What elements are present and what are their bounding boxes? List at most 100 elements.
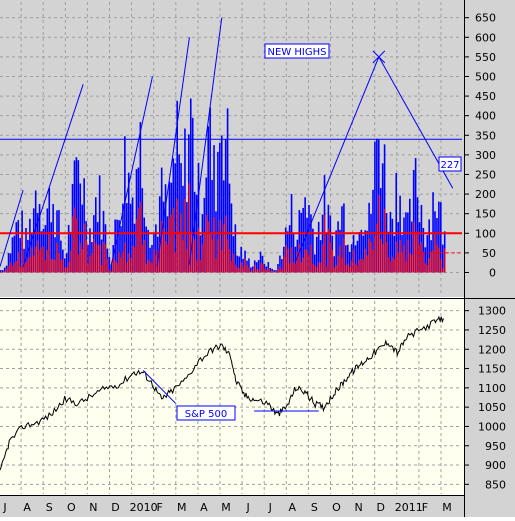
new-highs-bar-red [419,244,421,273]
new-highs-bar-red [155,255,157,273]
new-highs-bar-blue [145,226,147,273]
x-tick-label: A [289,501,297,514]
top-y-tick-label: 400 [475,110,496,123]
new-highs-bar-red [277,268,279,273]
new-highs-bar-red [66,267,68,273]
new-highs-bar-blue [414,158,417,273]
new-highs-bar-red [139,201,142,273]
new-highs-bar-red [112,256,115,273]
new-highs-bar-blue [350,244,353,273]
new-highs-bar-red [422,251,425,273]
new-highs-bar-red [19,266,21,273]
new-highs-bar-red [205,215,208,273]
new-highs-bar-blue [372,189,374,273]
new-highs-bar-red [236,267,239,273]
new-highs-bar-red [221,250,223,273]
new-highs-bar-red [44,259,47,273]
new-highs-bar-blue [94,197,97,273]
new-highs-bar-red [52,259,54,273]
new-highs-bar-red [141,244,144,273]
new-highs-bar-blue [267,261,270,273]
new-highs-bar-red [54,259,56,273]
new-highs-bar-blue [374,141,376,273]
bottom-y-tick-label: 1000 [478,420,506,433]
x-tick-label: F [422,501,428,514]
new-highs-bar-blue [160,167,163,273]
new-highs-bar-red [126,262,128,273]
new-highs-bar-blue [315,236,318,273]
new-highs-bar-red [72,216,74,273]
x-tick-label: S [311,501,318,514]
top-y-tick-label: 500 [475,70,496,83]
new-highs-bar-red [147,259,149,273]
new-highs-bar-red [359,259,361,273]
new-highs-bar-red [196,259,198,273]
new-highs-bar-red [269,271,272,273]
new-highs-bar-red [335,264,337,273]
new-highs-trendlines [0,17,454,267]
new-highs-bar-blue [44,225,47,273]
new-highs-bar-blue [60,240,62,273]
top-y-tick-label: 250 [475,168,496,181]
new-highs-bar-red [62,259,64,273]
new-highs-bar-red [110,271,113,273]
new-highs-bar-red [444,248,446,273]
new-highs-bar-blue [248,258,250,273]
top-y-tick-label: 550 [475,51,496,64]
new-highs-bar-blue [197,162,200,273]
new-highs-bar-blue [27,239,29,273]
new-highs-bar-blue [98,175,101,273]
new-highs-bar-red [260,262,262,273]
new-highs-bar-red [70,250,72,273]
new-highs-bar-red [87,263,89,273]
sp500-trendlines [142,370,319,412]
new-highs-bar-blue [46,208,49,273]
new-highs-bar-red [60,259,62,273]
x-tick-label: A [23,501,31,514]
new-highs-bar-red [267,267,270,273]
new-highs-bar-red [105,244,107,273]
value-227-label: 227 [440,160,459,171]
new-highs-bar-blue [366,230,368,273]
new-highs-bar-red [413,221,415,273]
new-highs-bar-red [281,269,283,273]
new-highs-bar-blue [178,154,180,273]
new-highs-bar-blue [217,151,219,273]
new-highs-bar-red [159,242,161,273]
new-highs-bar-red [132,245,134,273]
new-highs-bar-blue [255,262,258,273]
new-highs-bar-red [107,258,109,273]
new-highs-bar-red [265,269,268,273]
new-highs-bar-red [295,264,297,273]
new-highs-bar-red [151,263,153,273]
new-highs-bar-red [308,255,310,273]
sp500-label: S&P 500 [185,409,227,420]
new-highs-bar-blue [358,231,361,273]
new-highs-bar-red [393,258,396,273]
new-highs-bar-blue [63,258,66,273]
new-highs-bar-red [207,221,210,273]
new-highs-bar-red [300,261,303,273]
new-highs-bar-blue [50,222,52,273]
new-highs-bar-red [296,251,299,273]
new-highs-bar-red [122,251,124,273]
top-y-tick-label: 150 [475,208,496,221]
new-highs-bar-blue [395,172,398,273]
new-highs-bar-red [436,244,438,273]
top-y-tick-label: 200 [475,188,496,201]
new-highs-bar-red [326,266,328,273]
new-highs-bar-blue [182,185,184,273]
bottom-y-tick-label: 1200 [478,343,506,356]
new-highs-bar-blue [410,221,413,273]
new-highs-bar-blue [23,248,25,273]
new-highs-bar-red [217,239,219,273]
new-highs-bar-red [362,259,365,273]
new-highs-bar-red [411,255,413,273]
new-highs-bar-blue [387,231,390,273]
new-highs-bar-blue [441,244,444,273]
new-highs-trendline [295,56,380,261]
x-tick-label: M [221,501,231,514]
new-highs-bar-red [170,214,173,273]
new-highs-bar-red [178,231,180,273]
new-highs-bar-blue [120,226,122,273]
